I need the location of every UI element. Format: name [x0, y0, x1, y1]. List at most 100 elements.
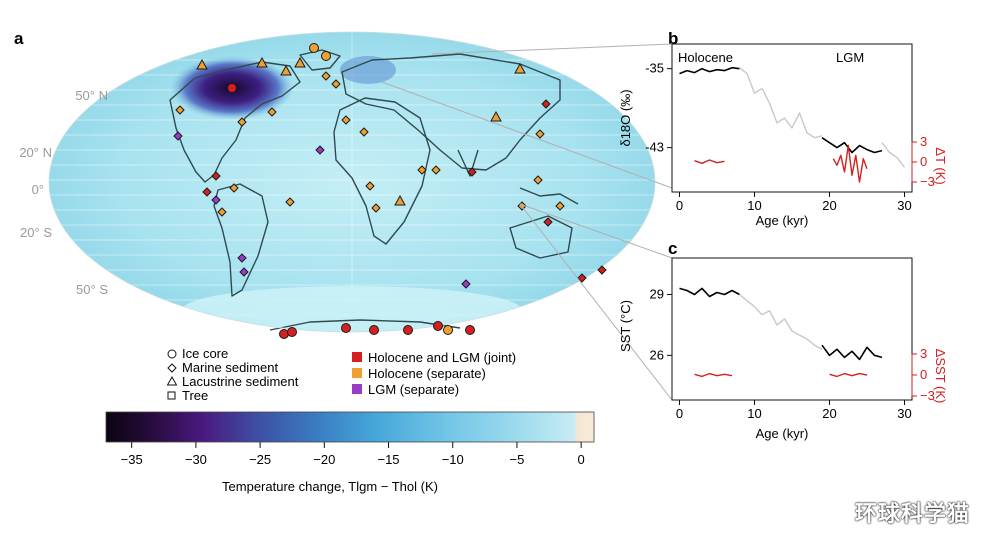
- x-tick-label: 0: [676, 198, 683, 213]
- site-marker: [467, 167, 477, 177]
- site-marker: [237, 117, 247, 127]
- coast-antarctica: [269, 319, 461, 331]
- site-marker: [461, 279, 471, 289]
- colorbar-ticks: −35 −30 −25 −20 −15 −10 −5 0: [121, 442, 585, 467]
- coast-eurasia: [341, 53, 561, 171]
- legend-swatch: [352, 352, 362, 362]
- y-tick-label: 26: [650, 347, 664, 362]
- site-marker: [543, 217, 553, 227]
- site-marker: [287, 327, 297, 337]
- site-marker: [321, 51, 331, 61]
- site-marker: [341, 323, 351, 333]
- right-y-tick-label: 3: [920, 134, 927, 149]
- site-marker: [371, 203, 381, 213]
- series-line: [881, 142, 906, 168]
- panel-c-frame: [671, 257, 913, 401]
- legend-label: LGM (separate): [368, 382, 459, 397]
- coast-india: [457, 149, 479, 177]
- world-map: 50° N 20° N 0° 20° S 50° S: [19, 31, 673, 401]
- series-line: [694, 159, 725, 165]
- legend-label: Holocene (separate): [368, 366, 486, 381]
- legend-label: Tree: [182, 388, 208, 403]
- colorbar-tick-label: −25: [249, 452, 271, 467]
- site-marker: [229, 183, 239, 193]
- site-marker: [341, 115, 351, 125]
- site-marker: [256, 56, 268, 68]
- right-y-tick-label: −3: [920, 174, 935, 189]
- colorbar-gradient: [105, 411, 595, 443]
- colorbar-tick-label: −5: [510, 452, 525, 467]
- site-marker: [541, 99, 551, 109]
- panel-b-frame: [671, 43, 913, 193]
- lat-label-50s: 50° S: [76, 282, 108, 297]
- legend-label: Holocene and LGM (joint): [368, 350, 516, 365]
- panel-b-ylabel-left: δ18O (‰): [618, 89, 633, 146]
- legend-swatch: [352, 384, 362, 394]
- panel-b: Holocene LGM 0 10 20 30-35-43 30−3 Age (kyr)…: [618, 43, 948, 228]
- site-marker: [211, 171, 221, 181]
- colorbar-tick-label: 0: [578, 452, 585, 467]
- series-line: [821, 344, 883, 361]
- colorbar-tick-label: −10: [442, 452, 464, 467]
- site-marker: [280, 64, 292, 76]
- right-y-tick-label: 0: [920, 154, 927, 169]
- site-marker: [321, 71, 331, 81]
- site-marker: [211, 195, 221, 205]
- lat-label-50n: 50° N: [75, 88, 108, 103]
- series-line: [832, 144, 868, 183]
- site-marker: [331, 79, 341, 89]
- connector-lines: [381, 43, 673, 401]
- right-y-tick-label: 3: [920, 346, 927, 361]
- lat-label-20s: 20° S: [20, 225, 52, 240]
- site-marker: [217, 207, 227, 217]
- watermark-text: 环球科学猫: [854, 502, 970, 527]
- site-marker: [267, 107, 277, 117]
- map-graticule: [49, 32, 655, 332]
- legend-circle-icon: [167, 349, 177, 359]
- legend-diamond-icon: [167, 363, 177, 373]
- x-tick-label: 30: [897, 198, 911, 213]
- site-marker: [315, 145, 325, 155]
- site-marker: [365, 181, 375, 191]
- coast-indonesia: [519, 187, 579, 205]
- site-marker: [394, 194, 406, 206]
- panel-b-holocene-label: Holocene: [678, 50, 733, 65]
- colorbar-tick-label: −15: [377, 452, 399, 467]
- legend-swatch: [352, 368, 362, 378]
- colorbar-tick-label: −35: [121, 452, 143, 467]
- x-tick-label: 0: [676, 406, 683, 421]
- series-line: [739, 67, 823, 139]
- x-tick-label: 20: [822, 406, 836, 421]
- site-marker: [403, 325, 413, 335]
- site-marker: [285, 197, 295, 207]
- site-marker: [597, 265, 607, 275]
- y-tick-label: -43: [645, 140, 664, 155]
- colorbar-tick-label: −30: [185, 452, 207, 467]
- site-marker: [490, 110, 502, 122]
- site-marker: [433, 321, 443, 331]
- panel-b-series: [679, 66, 906, 183]
- panel-b-xlabel: Age (kyr): [756, 213, 809, 228]
- panel-c-ylabel-left: SST (°C): [618, 300, 633, 352]
- panel-label-b: b: [668, 29, 678, 48]
- site-marker: [196, 58, 208, 70]
- panel-label-a: a: [14, 29, 24, 48]
- coast-south-america: [213, 183, 269, 297]
- panel-c-ylabel-right: ΔSST (K): [933, 349, 948, 404]
- y-tick-label: -35: [645, 61, 664, 76]
- colorbar-label: Temperature change, Tlgm − Thol (K): [222, 479, 438, 494]
- x-tick-label: 20: [822, 198, 836, 213]
- site-marker: [369, 325, 379, 335]
- site-marker: [239, 267, 249, 277]
- lat-label-20n: 20° N: [19, 145, 52, 160]
- panel-c-xlabel: Age (kyr): [756, 426, 809, 441]
- site-marker: [555, 201, 565, 211]
- coast-africa: [333, 97, 431, 245]
- series-line: [739, 293, 823, 350]
- site-marker: [227, 83, 237, 93]
- site-marker: [294, 56, 306, 68]
- site-marker: [309, 43, 319, 53]
- site-marker: [417, 165, 427, 175]
